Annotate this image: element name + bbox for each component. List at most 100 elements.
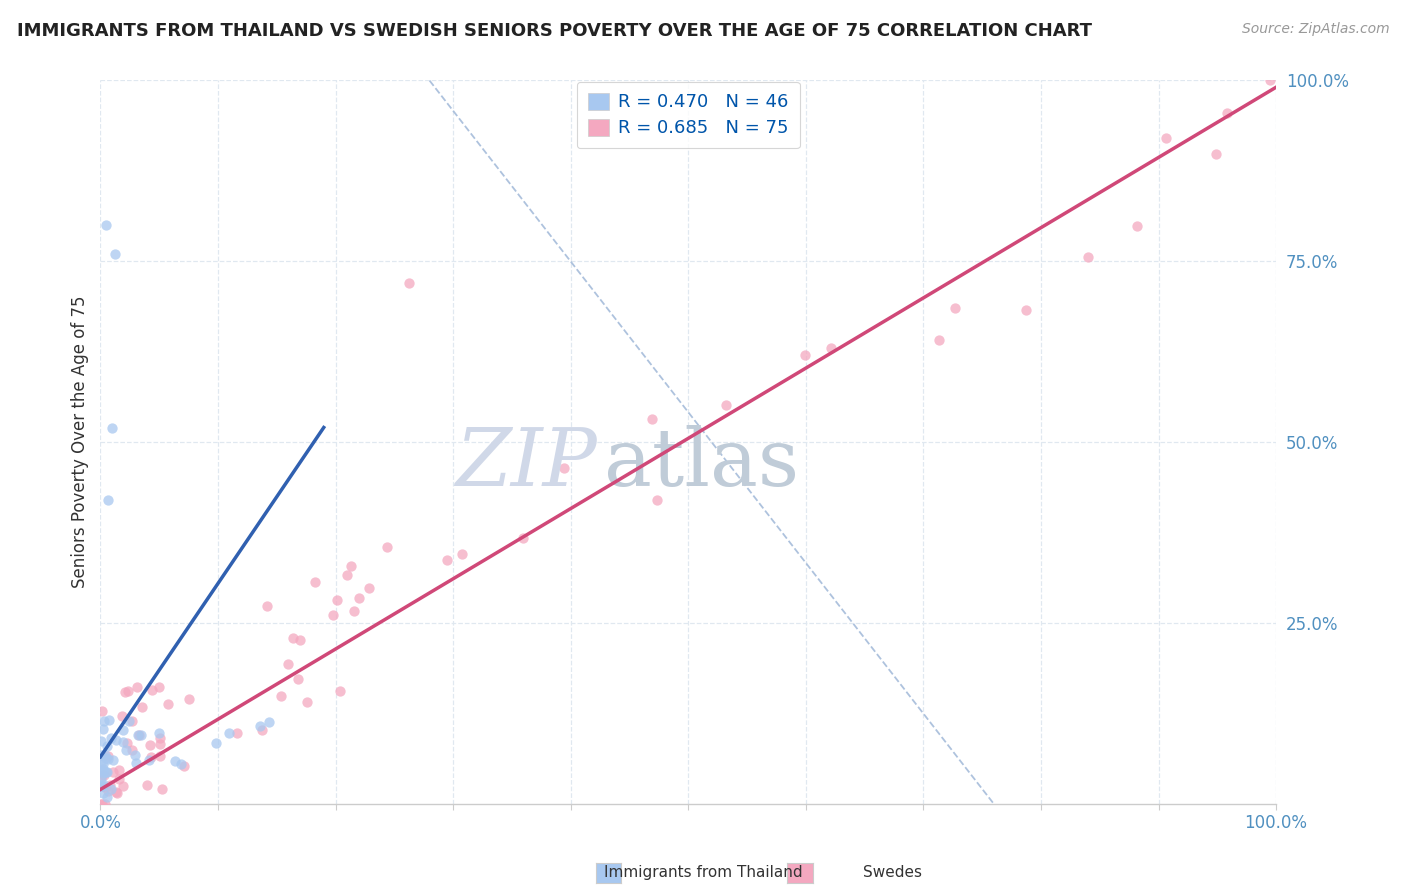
Point (100, 782, 122, 797)
Point (111, 735, 134, 749)
Point (256, 599, 278, 614)
Point (131, 699, 153, 714)
Point (94, 765, 117, 780)
Point (1154, 131, 1177, 145)
Point (343, 604, 366, 618)
Point (170, 756, 193, 771)
Point (326, 593, 349, 607)
Point (90, 780, 112, 794)
Point (108, 772, 131, 787)
Point (943, 301, 966, 315)
Point (103, 753, 125, 767)
Point (283, 631, 305, 645)
Point (329, 683, 352, 698)
Point (90, 771, 112, 785)
Point (91, 765, 114, 780)
Point (90, 779, 112, 793)
Point (136, 778, 159, 792)
Point (98, 713, 121, 727)
Point (96, 789, 118, 804)
Point (91, 763, 114, 777)
Point (165, 754, 187, 768)
Point (252, 723, 274, 737)
Text: ZIP: ZIP (454, 425, 596, 502)
Point (138, 753, 160, 767)
Point (257, 714, 280, 729)
Point (150, 782, 173, 797)
Point (1216, 105, 1239, 120)
Point (103, 764, 125, 779)
Point (121, 743, 143, 757)
Point (114, 742, 136, 756)
Text: atlas: atlas (603, 425, 799, 503)
Text: Swedes: Swedes (863, 865, 922, 880)
Point (121, 714, 143, 728)
Point (1125, 219, 1147, 234)
Point (1015, 303, 1038, 318)
Point (97, 492, 120, 507)
Point (91, 764, 114, 778)
Point (90, 797, 112, 811)
Point (820, 341, 842, 355)
Point (94, 747, 117, 762)
Point (173, 759, 195, 773)
Point (1258, 73, 1281, 87)
Legend: R = 0.470   N = 46, R = 0.685   N = 75: R = 0.470 N = 46, R = 0.685 N = 75 (576, 82, 800, 148)
Point (117, 736, 139, 750)
Point (295, 695, 318, 709)
Point (1205, 147, 1227, 161)
Point (349, 591, 371, 605)
Point (93, 768, 115, 782)
Point (96, 739, 118, 754)
Text: Immigrants from Thailand: Immigrants from Thailand (603, 865, 803, 880)
Point (149, 731, 172, 746)
Point (90, 704, 112, 718)
Point (98, 778, 121, 792)
Point (1077, 250, 1099, 264)
Point (97, 752, 120, 766)
Point (645, 492, 668, 507)
Point (149, 749, 172, 764)
Point (90, 756, 112, 771)
Point (90, 748, 112, 763)
Point (91, 756, 114, 771)
Point (124, 748, 146, 763)
Point (117, 714, 139, 729)
Point (96, 751, 118, 765)
Point (91, 797, 114, 811)
Point (512, 532, 534, 546)
Point (204, 736, 226, 750)
Point (104, 733, 127, 747)
Point (322, 607, 344, 622)
Point (141, 682, 163, 697)
Point (277, 657, 299, 671)
Point (111, 723, 134, 737)
Point (398, 276, 420, 290)
Point (148, 681, 170, 695)
Point (436, 553, 458, 567)
Point (93, 780, 115, 795)
Point (357, 581, 380, 595)
Point (97, 749, 120, 764)
Text: IMMIGRANTS FROM THAILAND VS SWEDISH SENIORS POVERTY OVER THE AGE OF 75 CORRELATI: IMMIGRANTS FROM THAILAND VS SWEDISH SENI… (17, 22, 1092, 40)
Point (793, 348, 815, 362)
Point (156, 697, 179, 711)
Point (100, 731, 122, 745)
Point (641, 412, 664, 426)
Point (127, 728, 149, 742)
Point (96, 765, 118, 780)
Point (287, 672, 309, 686)
Point (117, 684, 139, 698)
Point (553, 461, 575, 475)
Point (375, 540, 398, 554)
Point (129, 728, 152, 742)
Point (91, 722, 114, 736)
Point (105, 785, 128, 799)
Point (714, 398, 737, 412)
Point (90, 734, 112, 748)
Point (91, 776, 114, 790)
Point (179, 691, 201, 706)
Point (125, 756, 148, 770)
Point (225, 725, 247, 739)
Y-axis label: Seniors Poverty Over the Age of 75: Seniors Poverty Over the Age of 75 (72, 296, 89, 588)
